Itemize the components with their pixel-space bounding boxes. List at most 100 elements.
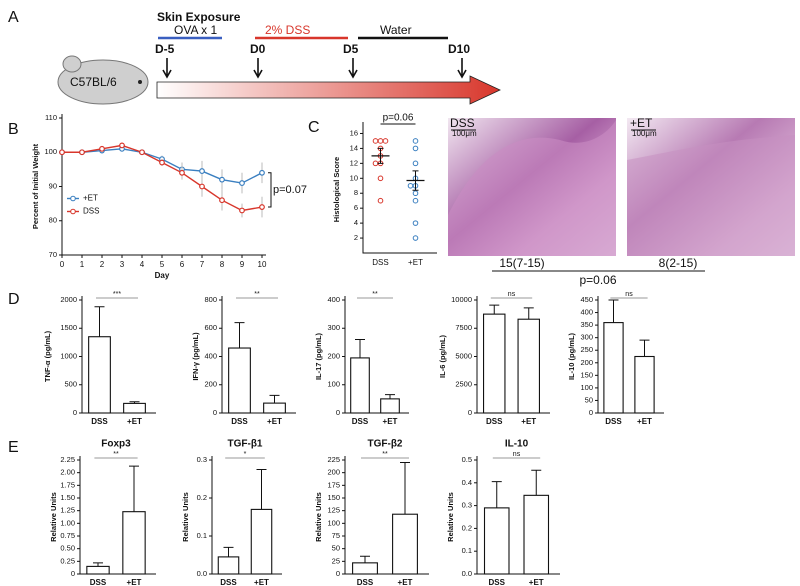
x-tick-label: +ET (398, 578, 413, 586)
y-axis-label: IFN-γ (pg/mL) (191, 332, 200, 381)
point (377, 197, 384, 204)
axes (61, 114, 266, 256)
bar (86, 565, 110, 575)
y-tick-label: 0 (589, 408, 593, 417)
point (382, 138, 389, 144)
y-tick-label: 25 (332, 556, 340, 565)
y-tick-label: 1.00 (60, 518, 75, 527)
y-tick-label: 175 (327, 480, 340, 489)
y-tick-label: 100 (44, 147, 57, 156)
x-tick-label: +ET (254, 578, 269, 586)
point (259, 169, 265, 176)
y-tick-label: 10000 (451, 295, 472, 304)
x-tick-label: DSS (489, 578, 506, 586)
error-bar (93, 562, 103, 567)
bar (392, 513, 418, 575)
legend-label: +ET (83, 194, 98, 203)
x-tick-label: +ET (127, 578, 142, 586)
y-tick-label: 250 (580, 345, 593, 354)
y-axis-label: Relative Units (314, 492, 323, 542)
y-tick-label: 6 (354, 203, 358, 212)
point (412, 197, 419, 204)
image-label: +ET (630, 116, 653, 130)
significance-label: ** (113, 451, 119, 458)
error-bar (377, 147, 384, 164)
y-tick-label: 125 (327, 506, 340, 515)
error-bar (129, 465, 139, 512)
x-tick-label: 4 (140, 260, 145, 269)
significance-label: *** (113, 291, 121, 298)
bar (263, 402, 286, 414)
significance-label: ** (382, 451, 388, 458)
y-tick-label: 50 (332, 544, 340, 553)
x-tick-label: +ET (267, 417, 282, 426)
y-axis-label: Relative Units (49, 492, 58, 542)
error-bar (269, 394, 280, 404)
scale-bar-label: 100μm (632, 129, 657, 138)
y-tick-label: 14 (350, 143, 358, 152)
point (199, 168, 205, 174)
mouse-eye (138, 80, 142, 84)
y-tick-label: 0 (468, 408, 472, 417)
x-tick-label: 3 (120, 260, 125, 269)
y-tick-label: 0 (336, 408, 340, 417)
bar (217, 556, 240, 575)
y-tick-label: 500 (64, 380, 77, 389)
x-tick-label: +ET (383, 417, 398, 426)
y-tick-label: 0 (71, 569, 75, 578)
y-tick-label: 200 (327, 351, 340, 360)
y-tick-label: 400 (204, 351, 217, 360)
y-tick-label: 1.25 (60, 506, 75, 515)
legend-marker (70, 208, 76, 215)
bar (483, 507, 510, 575)
y-tick-label: 600 (204, 323, 217, 332)
x-tick-label: 5 (160, 260, 165, 269)
x-tick-label: 10 (258, 260, 267, 269)
y-tick-label: 1.75 (60, 480, 75, 489)
y-axis-label: Percent of Initial Weight (31, 143, 40, 229)
y-tick-label: 10 (350, 173, 358, 182)
panel-label: A (8, 9, 19, 26)
y-axis-label: IL-6 (pg/mL) (438, 335, 447, 378)
mouse-strain: C57BL/6 (70, 75, 117, 89)
point (139, 149, 145, 156)
y-tick-label: 150 (580, 370, 593, 379)
x-tick-label: 0 (60, 260, 65, 269)
x-axis-label: Day (155, 271, 170, 280)
y-tick-label: 350 (580, 320, 593, 329)
point (119, 142, 125, 149)
timeline: C57BL/6 Skin Exposure OVA x 1 2% DSS Wat… (57, 10, 501, 105)
y-tick-label: 0.3 (462, 501, 472, 510)
error-bar (234, 322, 245, 349)
y-tick-label: 200 (327, 468, 340, 477)
point (159, 159, 165, 166)
y-tick-label: 75 (332, 531, 340, 540)
significance-label: ** (372, 291, 378, 298)
y-axis-label: TNF-α (pg/mL) (43, 330, 52, 382)
y-tick-label: 0 (213, 408, 217, 417)
p-value: p=0.07 (273, 184, 307, 196)
histology: DSS 100μm +ET 100μm 15(7-15) 8(2-15) p=0… (448, 116, 795, 287)
y-tick-label: 0.75 (60, 531, 75, 540)
x-tick-label: +ET (521, 417, 536, 426)
y-tick-label: 4 (354, 218, 358, 227)
error-bar (489, 304, 500, 315)
chart-title: TGF-β2 (368, 439, 403, 450)
y-tick-label: 2000 (60, 295, 77, 304)
y-tick-label: 2.25 (60, 455, 75, 464)
point (412, 190, 419, 197)
y-tick-label: 0.2 (462, 523, 472, 532)
point (412, 220, 419, 226)
y-tick-label: 16 (350, 128, 358, 137)
phase-label: Skin Exposure (157, 10, 241, 24)
p-value: p=0.06 (579, 273, 616, 287)
bar (88, 336, 111, 414)
error-bar (223, 546, 234, 557)
x-tick-label: 2 (100, 260, 105, 269)
point (377, 175, 384, 182)
x-tick-label: 9 (240, 260, 245, 269)
day-arrow (457, 58, 467, 79)
y-tick-label: 0.2 (197, 493, 207, 502)
day-label: D10 (448, 42, 470, 56)
